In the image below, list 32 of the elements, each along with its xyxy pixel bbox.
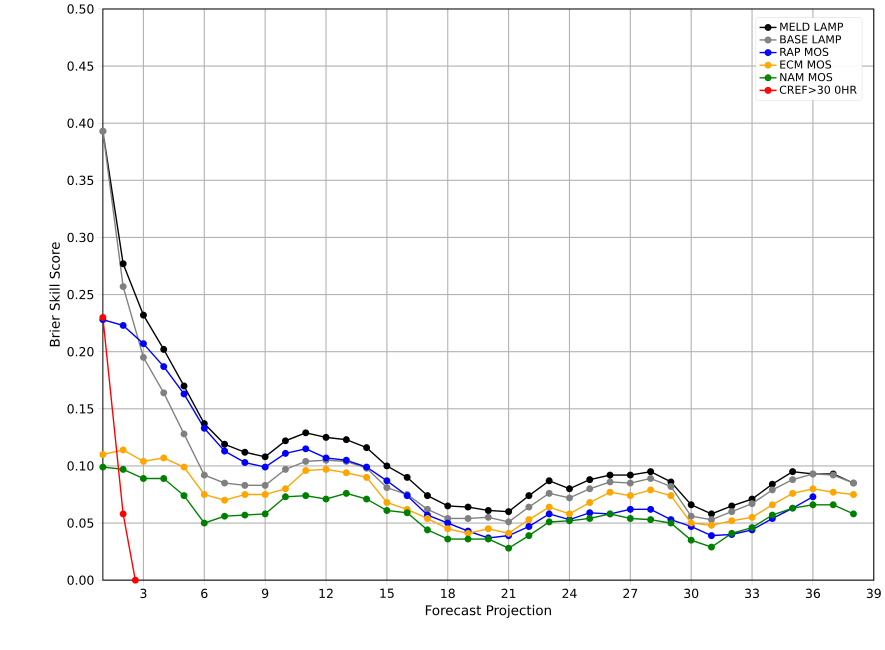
x-tick-label: 24: [562, 588, 577, 598]
y-tick-label: 0.10: [67, 461, 94, 471]
legend-label: NAM MOS: [780, 72, 832, 82]
legend-label: ECM MOS: [780, 60, 832, 69]
x-tick-label: 3: [140, 588, 146, 598]
x-tick-label: 36: [806, 588, 820, 598]
y-tick-label: 0.50: [67, 4, 94, 14]
x-tick-label: 6: [201, 588, 208, 598]
y-tick-label: 0.20: [67, 346, 94, 356]
y-tick-label: 0.45: [67, 61, 94, 71]
y-axis-title: Brier Skill Score: [49, 242, 60, 346]
x-tick-label: 33: [745, 588, 759, 598]
legend-label: MELD LAMP: [780, 22, 844, 31]
x-axis-title: Forecast Projection: [426, 604, 551, 618]
x-tick-label: 15: [380, 588, 394, 598]
y-tick-label: 0.30: [67, 232, 94, 242]
x-tick-label: 39: [866, 588, 881, 598]
x-tick-label: 18: [441, 588, 455, 598]
y-tick-label: 0.35: [67, 176, 94, 186]
x-tick-label: 27: [623, 588, 638, 598]
x-tick-label: 30: [684, 588, 698, 598]
y-tick-label: 0.25: [67, 290, 94, 300]
x-tick-label: 12: [319, 588, 333, 598]
y-tick-label: 0.15: [67, 404, 94, 414]
legend-label: BASE LAMP: [780, 35, 842, 44]
legend-label: CREF>30 0HR: [780, 86, 857, 94]
y-tick-label: 0.05: [67, 518, 94, 528]
y-tick-label: 0.40: [67, 118, 94, 128]
legend-label: RAP MOS: [780, 48, 828, 56]
x-tick-label: 21: [502, 588, 516, 598]
y-tick-label: 0.00: [67, 575, 94, 585]
x-tick-label: 9: [262, 588, 268, 598]
